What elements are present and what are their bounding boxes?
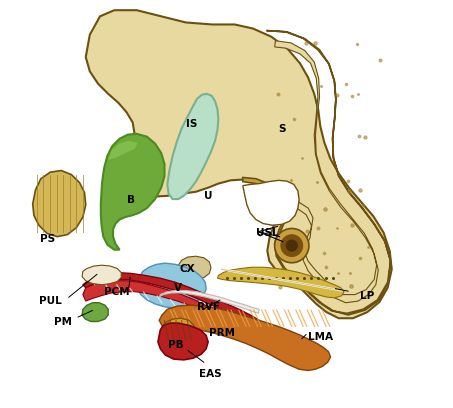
Polygon shape bbox=[82, 303, 108, 322]
Polygon shape bbox=[101, 134, 164, 250]
Text: IS: IS bbox=[186, 120, 198, 129]
Polygon shape bbox=[167, 94, 218, 199]
Text: RVF: RVF bbox=[197, 302, 220, 312]
Text: B: B bbox=[127, 195, 135, 205]
Polygon shape bbox=[217, 267, 344, 298]
Text: EAS: EAS bbox=[199, 369, 222, 379]
Text: PB: PB bbox=[168, 340, 183, 350]
Polygon shape bbox=[243, 31, 390, 315]
Polygon shape bbox=[178, 256, 211, 279]
Circle shape bbox=[280, 234, 303, 257]
Text: PCM: PCM bbox=[104, 287, 129, 297]
Polygon shape bbox=[108, 141, 138, 160]
Polygon shape bbox=[159, 290, 259, 313]
Text: S: S bbox=[278, 124, 285, 133]
Polygon shape bbox=[33, 171, 86, 237]
Text: LP: LP bbox=[360, 291, 374, 301]
Polygon shape bbox=[86, 10, 392, 318]
Text: USL: USL bbox=[256, 228, 279, 237]
Text: PUL: PUL bbox=[39, 296, 62, 306]
Polygon shape bbox=[158, 323, 208, 360]
Text: CX: CX bbox=[180, 264, 196, 274]
Polygon shape bbox=[83, 281, 288, 346]
Polygon shape bbox=[162, 318, 195, 342]
Text: PRM: PRM bbox=[209, 328, 236, 338]
Circle shape bbox=[286, 239, 298, 252]
Circle shape bbox=[275, 228, 309, 263]
Polygon shape bbox=[272, 41, 378, 303]
Text: LMA: LMA bbox=[308, 332, 333, 341]
Polygon shape bbox=[243, 180, 299, 225]
Polygon shape bbox=[82, 265, 121, 285]
Polygon shape bbox=[83, 273, 290, 341]
Text: U: U bbox=[204, 191, 212, 201]
Polygon shape bbox=[138, 263, 206, 308]
Text: PM: PM bbox=[54, 317, 72, 327]
Text: PS: PS bbox=[40, 234, 55, 244]
Polygon shape bbox=[159, 305, 331, 370]
Text: V: V bbox=[173, 283, 182, 293]
